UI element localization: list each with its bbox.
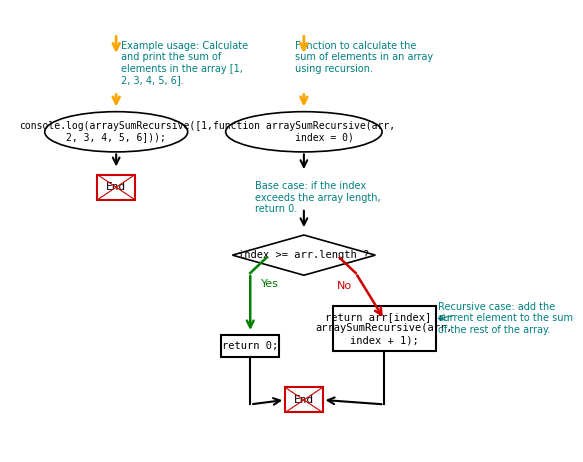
Text: Yes: Yes xyxy=(261,279,279,289)
Text: return 0;: return 0; xyxy=(222,341,278,351)
Text: Function to calculate the
sum of elements in an array
using recursion.: Function to calculate the sum of element… xyxy=(295,41,433,74)
Text: Example usage: Calculate
and print the sum of
elements in the array [1,
2, 3, 4,: Example usage: Calculate and print the s… xyxy=(121,41,248,85)
Text: console.log(arraySumRecursive([1,
2, 3, 4, 5, 6]));: console.log(arraySumRecursive([1, 2, 3, … xyxy=(19,121,213,143)
Text: End: End xyxy=(294,395,314,405)
Text: Base case: if the index
exceeds the array length,
return 0.: Base case: if the index exceeds the arra… xyxy=(255,181,380,214)
Text: return arr[index] +
arraySumRecursive(arr,
index + 1);: return arr[index] + arraySumRecursive(ar… xyxy=(315,312,453,345)
FancyBboxPatch shape xyxy=(333,306,436,351)
FancyBboxPatch shape xyxy=(285,388,322,413)
FancyBboxPatch shape xyxy=(221,335,279,358)
Text: No: No xyxy=(336,281,352,291)
Text: index >= arr.length ?: index >= arr.length ? xyxy=(238,250,370,260)
Text: Recursive case: add the
current element to the sum
of the rest of the array.: Recursive case: add the current element … xyxy=(438,302,573,335)
Ellipse shape xyxy=(45,112,188,152)
Ellipse shape xyxy=(226,112,382,152)
Text: End: End xyxy=(106,182,127,192)
Text: function arraySumRecursive(arr,
       index = 0): function arraySumRecursive(arr, index = … xyxy=(213,121,395,143)
FancyBboxPatch shape xyxy=(97,175,135,200)
Polygon shape xyxy=(233,235,375,275)
